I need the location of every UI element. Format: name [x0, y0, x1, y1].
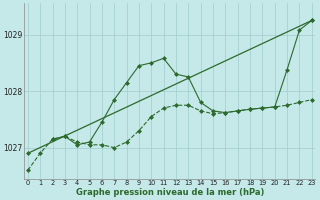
- X-axis label: Graphe pression niveau de la mer (hPa): Graphe pression niveau de la mer (hPa): [76, 188, 264, 197]
